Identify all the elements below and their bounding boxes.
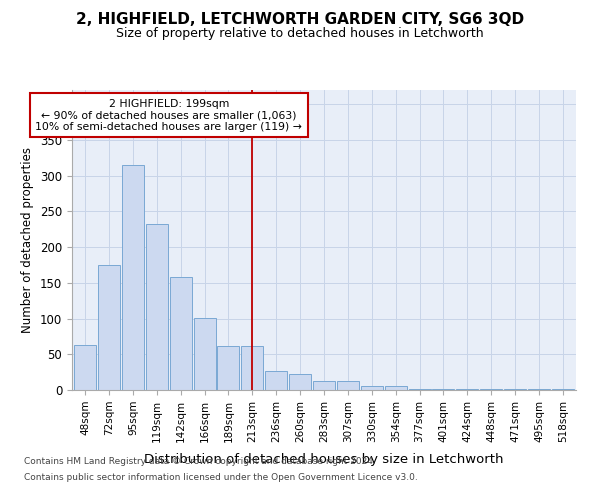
Y-axis label: Number of detached properties: Number of detached properties [22, 147, 34, 333]
Bar [361, 386, 383, 390]
Bar [122, 165, 144, 390]
Bar [217, 346, 239, 390]
Bar [313, 382, 335, 390]
Bar [98, 265, 120, 390]
Bar [289, 374, 311, 390]
Bar [170, 277, 191, 390]
Bar [146, 224, 168, 390]
Text: Size of property relative to detached houses in Letchworth: Size of property relative to detached ho… [116, 28, 484, 40]
Text: 2, HIGHFIELD, LETCHWORTH GARDEN CITY, SG6 3QD: 2, HIGHFIELD, LETCHWORTH GARDEN CITY, SG… [76, 12, 524, 28]
Bar [337, 382, 359, 390]
Bar [409, 388, 431, 390]
Bar [265, 372, 287, 390]
Text: 2 HIGHFIELD: 199sqm
← 90% of detached houses are smaller (1,063)
10% of semi-det: 2 HIGHFIELD: 199sqm ← 90% of detached ho… [35, 98, 302, 132]
Text: Contains public sector information licensed under the Open Government Licence v3: Contains public sector information licen… [24, 472, 418, 482]
Bar [194, 318, 215, 390]
X-axis label: Distribution of detached houses by size in Letchworth: Distribution of detached houses by size … [144, 453, 504, 466]
Text: Contains HM Land Registry data © Crown copyright and database right 2024.: Contains HM Land Registry data © Crown c… [24, 458, 376, 466]
Bar [385, 386, 407, 390]
Bar [74, 345, 96, 390]
Bar [241, 346, 263, 390]
